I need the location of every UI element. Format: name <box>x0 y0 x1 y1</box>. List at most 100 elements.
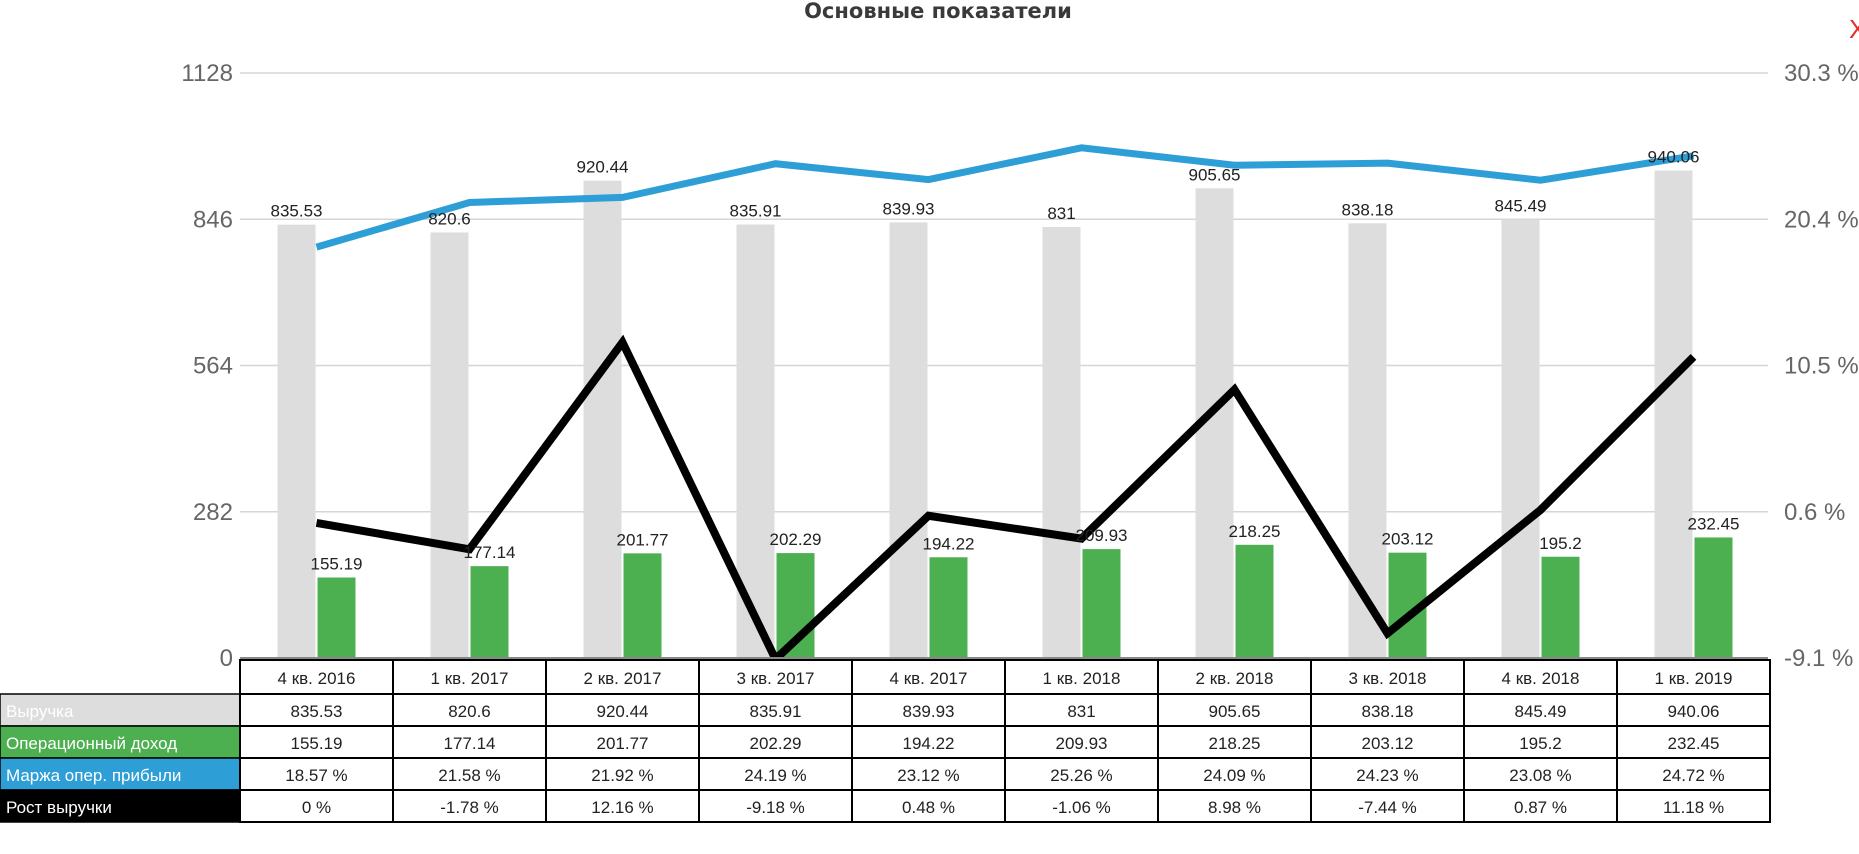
revenue-bar <box>1654 170 1693 659</box>
revenue-growth-line <box>315 334 1697 666</box>
table-cell: 21.58 % <box>438 766 500 785</box>
legend-series-name: Выручка <box>6 702 74 721</box>
table-cell: 940.06 <box>1668 702 1720 721</box>
revenue-data-label: 835.91 <box>730 201 782 220</box>
revenue-bar <box>277 224 316 658</box>
table-cell: 21.92 % <box>591 766 653 785</box>
table-cell: -1.78 % <box>440 798 499 817</box>
table-cell: 24.23 % <box>1356 766 1418 785</box>
right-axis-tick-label: 30.3 % <box>1784 60 1859 87</box>
operating-income-data-label: 203.12 <box>1382 530 1434 549</box>
table-cell: 155.19 <box>291 734 343 753</box>
operating-income-data-label: 202.29 <box>770 530 822 549</box>
table-cell: 838.18 <box>1362 702 1414 721</box>
table-cell: 835.53 <box>291 702 343 721</box>
table-cell: 24.19 % <box>744 766 806 785</box>
category-label: 1 кв. 2017 <box>431 669 509 688</box>
revenue-bar <box>430 232 469 659</box>
operating-income-bar <box>1694 537 1733 658</box>
table-cell: 24.72 % <box>1662 766 1724 785</box>
revenue-data-label: 920.44 <box>577 158 629 177</box>
right-axis-tick-label: -9.1 % <box>1784 645 1853 672</box>
operating-income-bar <box>470 566 509 658</box>
chart-title: Основные показатели <box>804 0 1072 23</box>
right-axis-tick-label: 0.6 % <box>1784 499 1845 526</box>
table-cell: 845.49 <box>1515 702 1567 721</box>
table-cell: 0.48 % <box>902 798 955 817</box>
table-cell: 218.25 <box>1209 734 1261 753</box>
legend-series-name: Маржа опер. прибыли <box>6 766 181 785</box>
category-label: 3 кв. 2017 <box>737 669 815 688</box>
table-cell: 831 <box>1067 702 1095 721</box>
revenue-bar <box>583 180 622 658</box>
table-cell: 177.14 <box>444 734 496 753</box>
revenue-data-label: 820.6 <box>428 209 471 228</box>
revenue-bar <box>1042 227 1081 659</box>
left-axis-tick-label: 282 <box>193 499 233 526</box>
revenue-data-label: 845.49 <box>1495 197 1547 216</box>
category-label: 4 кв. 2016 <box>278 669 356 688</box>
table-cell: 905.65 <box>1209 702 1261 721</box>
left-axis-tick-label: 846 <box>193 206 233 233</box>
operating-income-data-label: 155.19 <box>311 555 363 574</box>
operating-income-bar <box>1235 544 1274 658</box>
close-icon[interactable]: X <box>1849 14 1859 44</box>
table-cell: 232.45 <box>1668 734 1720 753</box>
right-axis-tick-label: 20.4 % <box>1784 206 1859 233</box>
table-cell: 11.18 % <box>1663 798 1724 817</box>
operating-income-bar <box>317 577 356 658</box>
revenue-bar <box>889 222 928 658</box>
operating-income-bar <box>623 553 662 658</box>
revenue-data-label: 905.65 <box>1189 165 1241 184</box>
table-cell: -1.06 % <box>1052 798 1111 817</box>
operating-income-data-label: 177.14 <box>464 543 516 562</box>
category-label: 1 кв. 2019 <box>1655 669 1733 688</box>
operating-income-bar <box>1541 556 1580 658</box>
category-label: 4 кв. 2018 <box>1502 669 1580 688</box>
table-cell: 12.16 % <box>591 798 653 817</box>
table-cell: 209.93 <box>1056 734 1108 753</box>
table-cell: 0 % <box>302 798 331 817</box>
table-cell: 24.09 % <box>1203 766 1265 785</box>
table-cell: 201.77 <box>597 734 649 753</box>
table-cell: 835.91 <box>750 702 802 721</box>
table-cell: 820.6 <box>448 702 491 721</box>
table-cell: 195.2 <box>1519 734 1562 753</box>
table-cell: 18.57 % <box>285 766 347 785</box>
revenue-data-label: 838.18 <box>1342 200 1394 219</box>
table-cell: 920.44 <box>597 702 649 721</box>
right-axis-tick-label: 10.5 % <box>1784 353 1859 380</box>
operating-income-data-label: 218.25 <box>1229 522 1281 541</box>
table-cell: -7.44 % <box>1358 798 1417 817</box>
left-axis-tick-label: 0 <box>220 645 233 672</box>
table-cell: 0.87 % <box>1514 798 1567 817</box>
category-label: 4 кв. 2017 <box>890 669 968 688</box>
table-cell: -9.18 % <box>746 798 805 817</box>
operating-income-data-label: 194.22 <box>923 534 975 553</box>
table-cell: 194.22 <box>903 734 955 753</box>
operating-income-data-label: 232.45 <box>1688 514 1740 533</box>
revenue-data-label: 940.06 <box>1648 147 1700 166</box>
operating-income-bar <box>929 557 968 658</box>
legend-series-name: Рост выручки <box>6 798 112 817</box>
revenue-bar <box>1348 223 1387 658</box>
revenue-bar <box>1501 219 1540 658</box>
revenue-data-label: 835.53 <box>271 202 323 221</box>
category-label: 2 кв. 2017 <box>584 669 662 688</box>
operating-income-data-label: 195.2 <box>1539 534 1582 553</box>
category-label: 2 кв. 2018 <box>1196 669 1274 688</box>
operating-income-data-label: 209.93 <box>1076 526 1128 545</box>
table-cell: 25.26 % <box>1050 766 1112 785</box>
table-cell: 202.29 <box>750 734 802 753</box>
left-axis-tick-label: 564 <box>193 353 233 380</box>
operating-margin-line <box>315 144 1695 251</box>
category-label: 3 кв. 2018 <box>1349 669 1427 688</box>
table-cell: 839.93 <box>903 702 955 721</box>
operating-income-bar <box>1082 549 1121 658</box>
left-axis-tick-label: 1128 <box>181 60 233 87</box>
table-cell: 8.98 % <box>1208 798 1261 817</box>
table-cell: 23.08 % <box>1509 766 1571 785</box>
table-cell: 23.12 % <box>897 766 959 785</box>
table-cell: 203.12 <box>1362 734 1414 753</box>
